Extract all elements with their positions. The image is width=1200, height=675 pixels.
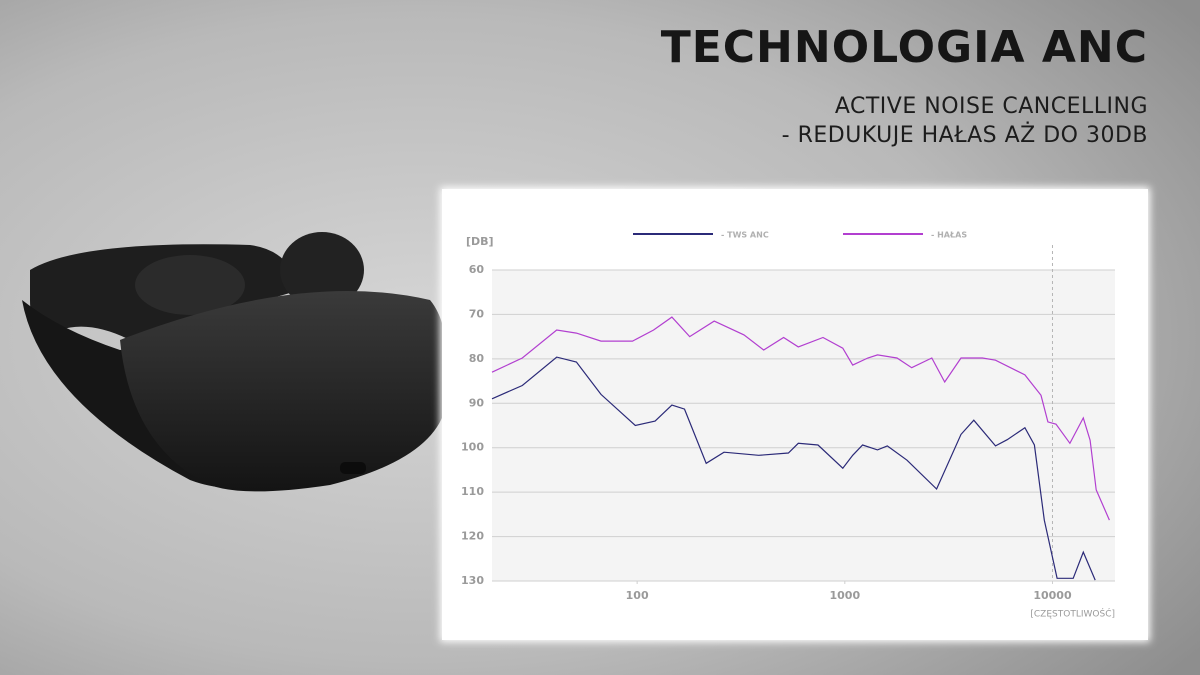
y-tick-label: 120 <box>461 530 484 543</box>
title: TECHNOLOGIA ANC <box>661 22 1148 73</box>
legend-label: - HAŁAS <box>931 231 967 240</box>
plot-area <box>492 270 1115 581</box>
y-tick-label: 80 <box>469 352 485 365</box>
y-tick-label: 90 <box>469 396 485 409</box>
y-axis-label: [DB] <box>466 235 494 248</box>
y-tick-label: 130 <box>461 574 484 587</box>
series-line <box>491 316 1110 521</box>
series-line <box>491 356 1096 581</box>
subtitle: ACTIVE NOISE CANCELLING <box>835 94 1148 119</box>
x-tick-label: 10000 <box>1033 589 1072 602</box>
y-tick-label: 70 <box>469 307 485 320</box>
x-tick-label: 100 <box>626 589 649 602</box>
x-axis-label: [CZĘSTOTLIWOŚĆ] <box>1030 608 1115 620</box>
earbuds-case <box>22 232 448 492</box>
x-tick-label: 1000 <box>830 589 861 602</box>
y-tick-label: 110 <box>461 485 484 498</box>
legend-label: - TWS ANC <box>721 231 769 240</box>
y-tick-label: 100 <box>461 441 484 454</box>
y-tick-label: 60 <box>469 263 485 276</box>
subtitle: - REDUKUJE HAŁAS AŻ DO 30DB <box>782 122 1148 148</box>
